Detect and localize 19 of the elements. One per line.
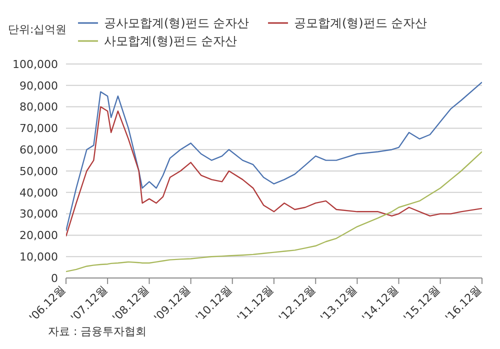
legend-label: 공사모합계(형)펀드 순자산 xyxy=(104,15,250,32)
line-series xyxy=(66,82,482,232)
legend-label: 공모합계(형)펀드 순자산 xyxy=(294,15,428,32)
y-tick-label: 10,000 xyxy=(20,250,58,264)
line-series xyxy=(66,151,482,272)
y-tick-label: 20,000 xyxy=(20,229,58,242)
y-tick-label: 70,000 xyxy=(20,122,58,136)
y-tick-label: 90,000 xyxy=(20,79,58,92)
y-tick-label: 40,000 xyxy=(20,186,58,200)
y-tick-label: 60,000 xyxy=(20,144,58,157)
y-axis-title: 단위:십억원 xyxy=(8,22,67,37)
legend-label: 사모합계(형)펀드 순자산 xyxy=(104,33,238,50)
y-tick-label: 80,000 xyxy=(20,100,58,114)
line-series xyxy=(66,106,482,237)
y-tick-label: 0 xyxy=(51,272,58,285)
text: 자료 : 금융투자협회 xyxy=(48,324,147,339)
y-tick-label: 50,000 xyxy=(20,164,58,178)
y-tick-label: 100,000 xyxy=(12,58,58,71)
y-tick-label: 30,000 xyxy=(20,208,58,221)
